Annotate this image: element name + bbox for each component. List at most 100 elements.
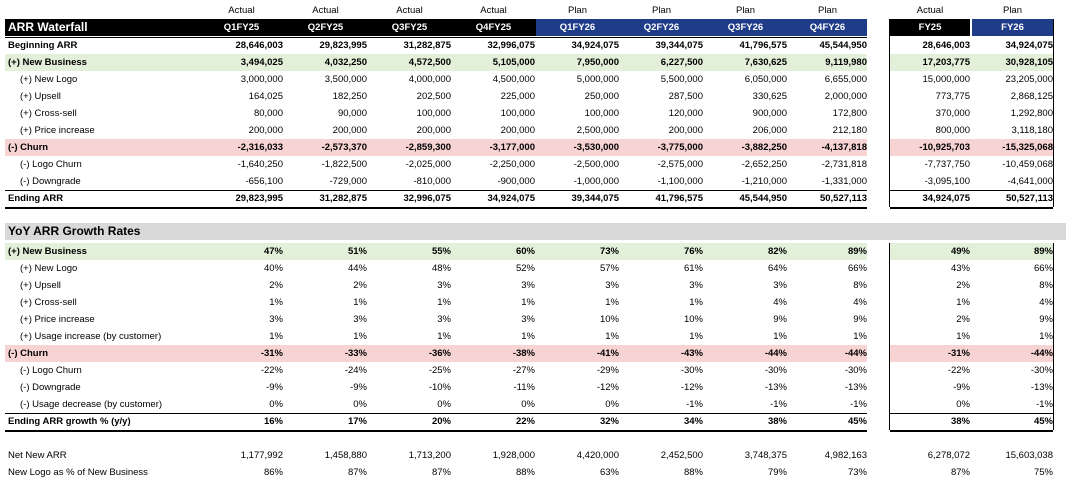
summary-cell[interactable]: 87% xyxy=(950,467,970,478)
growth-cell[interactable]: -9% xyxy=(953,382,970,393)
summary-cell[interactable]: 15,603,038 xyxy=(1005,450,1053,461)
waterfall-cell[interactable]: -2,500,000 xyxy=(573,159,619,170)
growth-cell[interactable]: 3% xyxy=(269,314,283,325)
growth-cell[interactable]: 55% xyxy=(431,246,451,257)
growth-cell[interactable]: 38% xyxy=(950,416,970,427)
waterfall-cell[interactable]: -7,737,750 xyxy=(924,159,970,170)
column-type-8[interactable]: Actual xyxy=(916,5,944,16)
growth-cell[interactable]: 8% xyxy=(853,280,867,291)
waterfall-cell[interactable]: 100,000 xyxy=(416,108,451,119)
waterfall-cell[interactable]: 23,205,000 xyxy=(1005,74,1053,85)
period-q1fy26[interactable]: Q1FY26 xyxy=(559,22,596,33)
waterfall-cell[interactable]: 5,000,000 xyxy=(576,74,619,85)
growth-cell[interactable]: -22% xyxy=(260,365,283,376)
waterfall-cell[interactable]: 29,823,995 xyxy=(235,193,283,204)
growth-cell[interactable]: -44% xyxy=(764,348,787,359)
waterfall-cell[interactable]: -1,331,000 xyxy=(821,176,867,187)
growth-cell[interactable]: 43% xyxy=(950,263,970,274)
waterfall-cell[interactable]: -3,177,000 xyxy=(489,142,535,153)
waterfall-cell[interactable]: 182,250 xyxy=(332,91,367,102)
waterfall-cell[interactable]: 41,796,575 xyxy=(655,193,703,204)
waterfall-cell[interactable]: 200,000 xyxy=(668,125,703,136)
growth-cell[interactable]: 34% xyxy=(683,416,703,427)
summary-cell[interactable]: 4,420,000 xyxy=(576,450,619,461)
waterfall-cell[interactable]: -2,731,818 xyxy=(821,159,867,170)
waterfall-cell[interactable]: 212,180 xyxy=(832,125,867,136)
summary-cell[interactable]: 1,928,000 xyxy=(492,450,535,461)
waterfall-cell[interactable]: 45,544,950 xyxy=(819,40,867,51)
growth-cell[interactable]: 47% xyxy=(263,246,283,257)
growth-cell[interactable]: 10% xyxy=(683,314,703,325)
period-q2fy25[interactable]: Q2FY25 xyxy=(307,22,344,33)
growth-row-label[interactable]: (-) Downgrade xyxy=(20,382,81,393)
waterfall-cell[interactable]: -1,822,500 xyxy=(321,159,367,170)
waterfall-cell[interactable]: 30,928,105 xyxy=(1005,57,1053,68)
waterfall-cell[interactable]: 39,344,075 xyxy=(571,193,619,204)
waterfall-cell[interactable]: 50,527,113 xyxy=(1005,193,1053,204)
growth-row-label[interactable]: (+) New Business xyxy=(8,246,87,257)
growth-cell[interactable]: 1% xyxy=(1039,331,1053,342)
growth-cell[interactable]: -12% xyxy=(680,382,703,393)
growth-cell[interactable]: 3% xyxy=(605,280,619,291)
growth-cell[interactable]: -38% xyxy=(512,348,535,359)
waterfall-cell[interactable]: 39,344,075 xyxy=(655,40,703,51)
waterfall-cell[interactable]: 2,000,000 xyxy=(824,91,867,102)
period-q3fy25[interactable]: Q3FY25 xyxy=(391,22,428,33)
summary-cell[interactable]: 4,982,163 xyxy=(824,450,867,461)
growth-cell[interactable]: 10% xyxy=(599,314,619,325)
waterfall-cell[interactable]: -1,100,000 xyxy=(657,176,703,187)
growth-cell[interactable]: 44% xyxy=(347,263,367,274)
growth-cell[interactable]: 3% xyxy=(521,280,535,291)
growth-cell[interactable]: 17% xyxy=(347,416,367,427)
waterfall-cell[interactable]: 6,050,000 xyxy=(744,74,787,85)
growth-cell[interactable]: 4% xyxy=(1039,297,1053,308)
growth-cell[interactable]: 1% xyxy=(521,331,535,342)
growth-cell[interactable]: -1% xyxy=(686,399,703,410)
growth-cell[interactable]: 9% xyxy=(853,314,867,325)
waterfall-cell[interactable]: -656,100 xyxy=(245,176,283,187)
waterfall-cell[interactable]: 15,000,000 xyxy=(922,74,970,85)
waterfall-row-label[interactable]: (+) Upsell xyxy=(20,91,61,102)
waterfall-cell[interactable]: 50,527,113 xyxy=(819,193,867,204)
growth-cell[interactable]: 48% xyxy=(431,263,451,274)
column-type-6[interactable]: Plan xyxy=(735,5,755,16)
waterfall-cell[interactable]: 28,646,003 xyxy=(922,40,970,51)
summary-row-label[interactable]: Net New ARR xyxy=(8,450,67,461)
growth-cell[interactable]: -1% xyxy=(1036,399,1053,410)
growth-cell[interactable]: 1% xyxy=(689,297,703,308)
growth-cell[interactable]: 3% xyxy=(353,314,367,325)
period-fy25[interactable]: FY25 xyxy=(918,22,942,33)
summary-cell[interactable]: 73% xyxy=(847,467,867,478)
growth-cell[interactable]: -29% xyxy=(596,365,619,376)
waterfall-title[interactable]: ARR Waterfall xyxy=(8,20,88,34)
column-type-2[interactable]: Actual xyxy=(396,5,423,16)
growth-cell[interactable]: -36% xyxy=(428,348,451,359)
waterfall-cell[interactable]: 32,996,075 xyxy=(487,40,535,51)
period-q4fy26[interactable]: Q4FY26 xyxy=(809,22,846,33)
growth-cell[interactable]: 1% xyxy=(956,297,970,308)
waterfall-cell[interactable]: -1,210,000 xyxy=(741,176,787,187)
waterfall-cell[interactable]: 3,494,025 xyxy=(240,57,283,68)
waterfall-cell[interactable]: 370,000 xyxy=(935,108,970,119)
waterfall-cell[interactable]: 7,950,000 xyxy=(576,57,619,68)
growth-cell[interactable]: -27% xyxy=(512,365,535,376)
growth-cell[interactable]: -25% xyxy=(428,365,451,376)
growth-cell[interactable]: 52% xyxy=(515,263,535,274)
summary-cell[interactable]: 1,177,992 xyxy=(240,450,283,461)
waterfall-cell[interactable]: 2,500,000 xyxy=(576,125,619,136)
growth-cell[interactable]: 66% xyxy=(847,263,867,274)
summary-cell[interactable]: 1,713,200 xyxy=(408,450,451,461)
waterfall-cell[interactable]: 250,000 xyxy=(584,91,619,102)
summary-cell[interactable]: 79% xyxy=(767,467,787,478)
growth-cell[interactable]: -1% xyxy=(850,399,867,410)
waterfall-cell[interactable]: 6,227,500 xyxy=(660,57,703,68)
growth-cell[interactable]: 1% xyxy=(437,331,451,342)
waterfall-cell[interactable]: 45,544,950 xyxy=(739,193,787,204)
growth-row-label[interactable]: (+) Upsell xyxy=(20,280,61,291)
waterfall-cell[interactable]: -729,000 xyxy=(329,176,367,187)
waterfall-cell[interactable]: -2,025,000 xyxy=(405,159,451,170)
waterfall-cell[interactable]: -4,137,818 xyxy=(821,142,867,153)
waterfall-row-label[interactable]: (-) Downgrade xyxy=(20,176,81,187)
waterfall-cell[interactable]: 4,500,000 xyxy=(492,74,535,85)
growth-cell[interactable]: 16% xyxy=(263,416,283,427)
